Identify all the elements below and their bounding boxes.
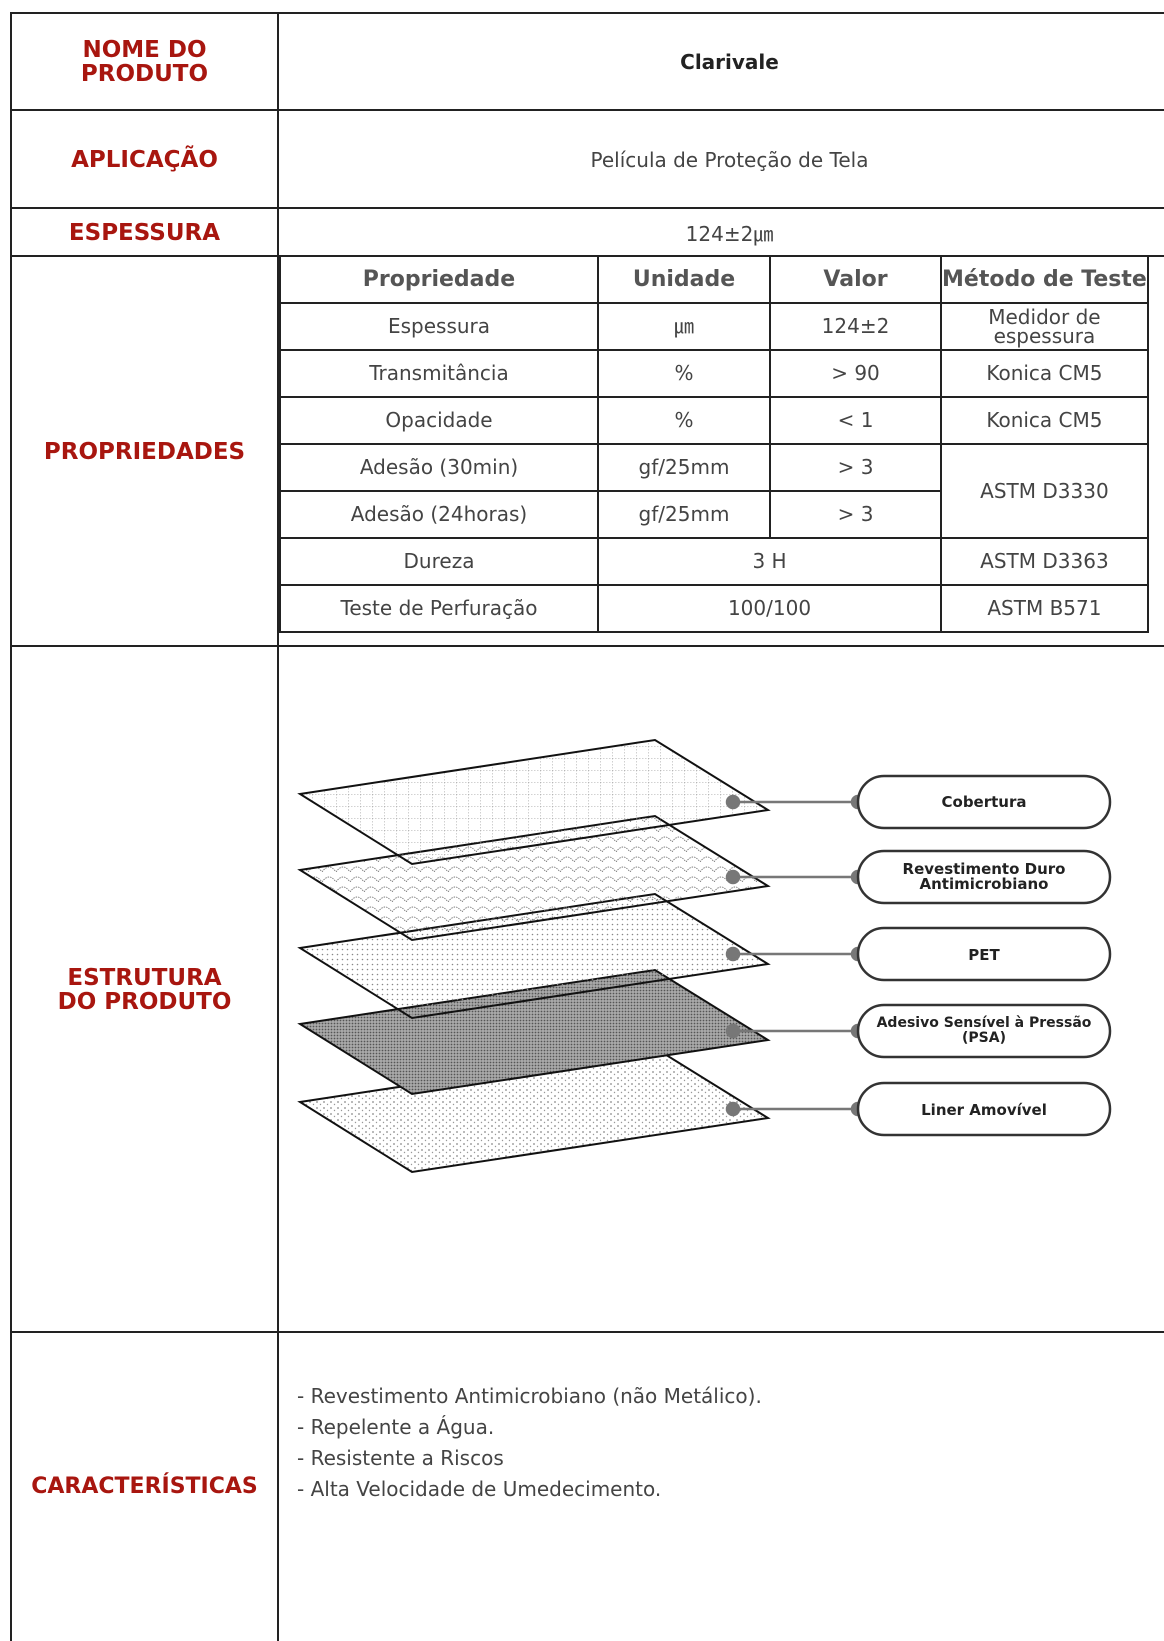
application-row: APLICAÇÃO Película de Proteção de Tela [10, 109, 1164, 208]
properties-table: Propriedade Unidade Valor Método de Teste E… [279, 255, 1149, 633]
row-label: NOME DO PRODUTO [10, 14, 279, 110]
cell: ㎛ [597, 302, 771, 351]
header-cell: Método de Teste [940, 255, 1149, 304]
header-cell: Unidade [597, 255, 771, 304]
cell: gf/25mm [597, 490, 771, 539]
cell: Medidor de espessura [940, 302, 1149, 351]
feature: - Repelente a Água. [297, 1415, 495, 1439]
features-row: CARACTERÍSTICAS - Revestimento Antimicro… [10, 1331, 1164, 1641]
layer-label-box: Revestimento Duro Antimicrobiano [902, 860, 1066, 893]
layer-label-box: Adesivo Sensível à Pressão (PSA) [876, 1015, 1092, 1046]
cell: Adesão (30min) [279, 443, 599, 492]
feature: - Resistente a Riscos [297, 1446, 504, 1470]
application-value: Película de Proteção de Tela [590, 147, 869, 172]
cell: > 3 [769, 443, 942, 492]
layer-label: PET [968, 946, 1000, 964]
cell: 100/100 [597, 584, 942, 633]
layer-label: Revestimento Duro Antimicrobiano [902, 860, 1066, 893]
pills [856, 774, 1112, 1137]
cell: % [597, 349, 771, 398]
cell: Adesão (24horas) [279, 490, 599, 539]
feature: - Revestimento Antimicrobiano (não Metál… [297, 1384, 762, 1408]
cell: gf/25mm [597, 443, 771, 492]
cell: Konica CM5 [940, 396, 1149, 445]
spec-sheet: NOME DO PRODUTO Clarivale APLICAÇÃO Pelí… [10, 12, 1164, 1641]
thickness-value: 124±2㎛ [685, 222, 774, 246]
cell: Teste de Perfuração [279, 584, 599, 633]
cell: % [597, 396, 771, 445]
row-label: ESTRUTURA DO PRODUTO [10, 647, 279, 1332]
label-text: NOME DO PRODUTO [80, 37, 209, 87]
header-cell: Propriedade [279, 255, 599, 304]
row-label: ESPESSURA [10, 209, 279, 256]
structure-row: ESTRUTURA DO PRODUTO [10, 645, 1164, 1332]
cell: 124±2 [769, 302, 942, 351]
cell: ASTM D3363 [940, 537, 1149, 586]
cell: 3 H [597, 537, 942, 586]
feature-list: - Revestimento Antimicrobiano (não Metál… [297, 1381, 762, 1505]
layer-label: Adesivo Sensível à Pressão (PSA) [876, 1015, 1092, 1046]
label-text: ESTRUTURA DO PRODUTO [57, 964, 232, 1015]
feature: - Alta Velocidade de Umedecimento. [297, 1477, 662, 1501]
cell: ASTM B571 [940, 584, 1149, 633]
cell: Espessura [279, 302, 599, 351]
cell: ASTM D3330 [940, 443, 1149, 539]
layer-label: Liner Amovível [921, 1101, 1047, 1119]
cell: < 1 [769, 396, 942, 445]
layer-label: Cobertura [942, 793, 1027, 811]
row-label: PROPRIEDADES [10, 257, 279, 646]
cell: Opacidade [279, 396, 599, 445]
cell: Dureza [279, 537, 599, 586]
row-label: CARACTERÍSTICAS [10, 1333, 279, 1641]
row-label: APLICAÇÃO [10, 111, 279, 208]
name-row: NOME DO PRODUTO Clarivale [10, 12, 1164, 110]
header-cell: Valor [769, 255, 942, 304]
cell: > 3 [769, 490, 942, 539]
product-name: Clarivale [680, 50, 779, 74]
layers [297, 738, 771, 1174]
properties-row: PROPRIEDADES Propriedade Unidade Valor Méto… [10, 255, 1164, 646]
cell: > 90 [769, 349, 942, 398]
cell: Transmitância [279, 349, 599, 398]
layer-diagram: Cobertura Revestimento Duro Antimicrobia… [297, 738, 1112, 1174]
thickness-row: ESPESSURA 124±2㎛ [10, 207, 1164, 256]
cell: Konica CM5 [940, 349, 1149, 398]
